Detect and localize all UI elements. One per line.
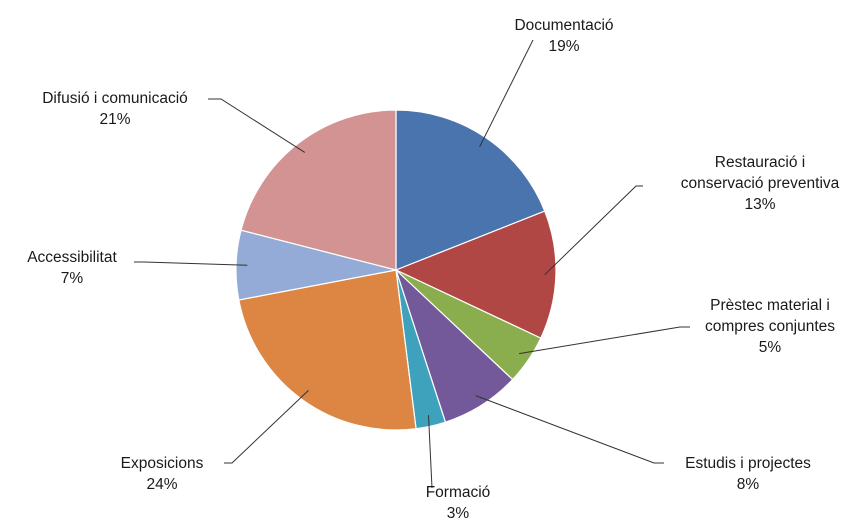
- slice-value-label-2: 13%: [744, 196, 775, 213]
- slice-name-label-3: compres conjuntes: [705, 318, 835, 335]
- pie-slices: [236, 110, 556, 430]
- slice-name-label-6: Exposicions: [121, 455, 204, 472]
- leader-line-3: [519, 327, 690, 354]
- slice-name-label-7: Accessibilitat: [27, 249, 117, 266]
- leader-line-8: [208, 99, 305, 152]
- slice-value-label-3: 5%: [759, 339, 782, 356]
- slice-value-label-8: 21%: [99, 111, 130, 128]
- slice-value-label-1: 19%: [548, 38, 579, 55]
- slice-name-label-2: conservació preventiva: [681, 175, 840, 192]
- slice-name-label-1: Documentació: [514, 17, 613, 34]
- slice-value-label-5: 3%: [447, 505, 470, 522]
- leader-line-4: [476, 396, 664, 463]
- leader-line-7: [134, 262, 247, 265]
- slice-value-label-6: 24%: [146, 476, 177, 493]
- slice-name-label-2: Restauració i: [715, 154, 805, 171]
- leader-line-2: [545, 186, 643, 275]
- slice-name-label-3: Prèstec material i: [710, 297, 830, 314]
- slice-value-label-4: 8%: [737, 476, 760, 493]
- leader-line-6: [224, 390, 309, 463]
- slice-value-label-7: 7%: [61, 270, 84, 287]
- slice-name-label-4: Estudis i projectes: [685, 455, 811, 472]
- leader-line-1: [480, 40, 533, 147]
- slice-name-label-8: Difusió i comunicació: [42, 90, 188, 107]
- slice-name-label-5: Formació: [426, 484, 491, 501]
